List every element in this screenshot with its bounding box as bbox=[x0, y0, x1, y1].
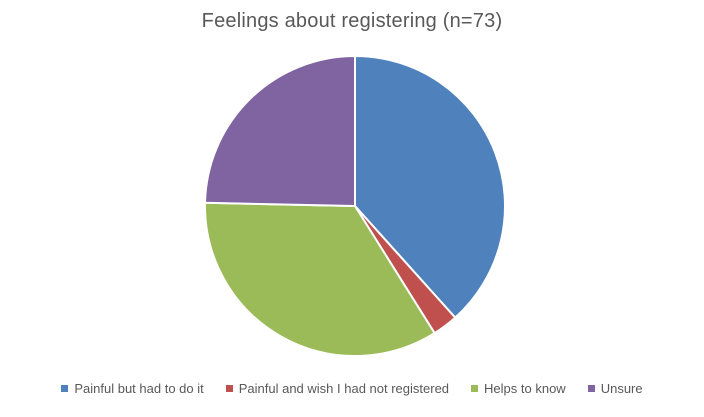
legend-swatch bbox=[225, 385, 233, 392]
pie-slice-1 bbox=[354, 55, 506, 319]
legend-swatch bbox=[471, 385, 479, 392]
legend-swatch bbox=[587, 385, 595, 392]
legend-item: Painful but had to do it bbox=[61, 381, 204, 396]
legend-item: Unsure bbox=[587, 381, 643, 396]
pie-slice-3 bbox=[204, 201, 436, 357]
legend-label: Painful and wish I had not registered bbox=[238, 381, 450, 396]
pie-slice-4 bbox=[204, 55, 356, 207]
legend-item: Painful and wish I had not registered bbox=[225, 381, 450, 396]
chart-title: Feelings about registering (n=73) bbox=[201, 10, 503, 32]
legend-swatch bbox=[61, 385, 69, 392]
legend-item: Helps to know bbox=[471, 381, 566, 396]
legend-label: Helps to know bbox=[484, 381, 566, 396]
legend-label: Unsure bbox=[600, 381, 643, 396]
legend-label: Painful but had to do it bbox=[74, 381, 204, 396]
chart-legend: Painful but had to do it Painful and wish… bbox=[0, 381, 704, 396]
